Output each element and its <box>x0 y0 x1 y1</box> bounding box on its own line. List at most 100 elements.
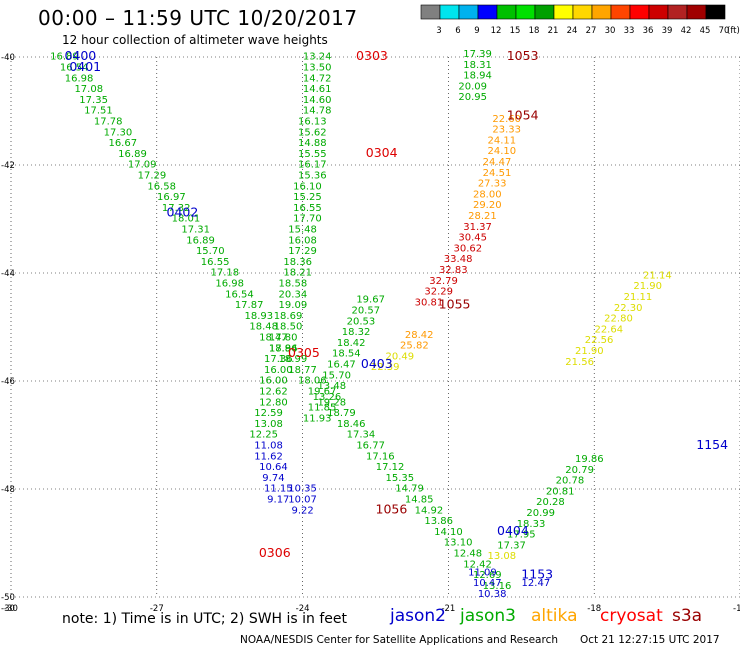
colorbar-swatch <box>572 4 593 20</box>
swh-value: 13.86 <box>424 516 453 527</box>
legend-jason3: jason3 <box>460 606 516 626</box>
colorbar-tick: 42 <box>681 26 692 36</box>
swh-value: 15.62 <box>298 127 327 138</box>
swh-value: 17.86 <box>269 343 298 354</box>
colorbar-tick: 33 <box>624 26 635 36</box>
swh-value: 17.12 <box>376 462 405 473</box>
swh-value: 11.15 <box>264 484 293 495</box>
swh-value: 24.51 <box>483 168 512 179</box>
swh-value: 33.48 <box>444 254 473 265</box>
swh-value: 20.49 <box>385 351 414 362</box>
colorbar-swatch <box>648 4 669 20</box>
colorbar-tick: 18 <box>529 26 540 36</box>
swh-value: 27.33 <box>478 179 507 190</box>
colorbar-tick: 30 <box>605 26 616 36</box>
chart-subtitle: 12 hour collection of altimeter wave hei… <box>62 33 328 47</box>
colorbar-swatch <box>496 4 517 20</box>
swh-value: 14.85 <box>405 495 434 506</box>
swh-value: 17.29 <box>288 246 317 257</box>
colorbar-tick: 9 <box>474 26 479 36</box>
jason3-pass-0303: 13.2413.5014.7214.6114.6014.7816.1315.62… <box>249 52 331 441</box>
swh-value: 18.77 <box>288 365 317 376</box>
swh-value: 21.90 <box>633 281 662 292</box>
swh-value: 15.70 <box>322 370 351 381</box>
swh-value: 13.16 <box>483 581 512 592</box>
swh-value: 16.89 <box>186 235 215 246</box>
colorbar-tick: 3 <box>436 26 441 36</box>
swh-value: 10.38 <box>478 589 507 600</box>
legend-jason2: jason2 <box>390 606 446 626</box>
swh-value: 22.64 <box>594 324 623 335</box>
x-tick-label: -30 <box>4 604 18 614</box>
jason2-pass-0306: 11.0811.6210.649.7411.159.1710.3510.079.… <box>254 441 550 601</box>
swh-value: 25.82 <box>400 341 429 352</box>
y-tick-label: -46 <box>1 377 15 387</box>
swh-value: 28.00 <box>473 189 502 200</box>
colorbar-swatch <box>629 4 650 20</box>
swh-value: 16.89 <box>50 52 79 63</box>
swh-value: 12.69 <box>473 570 502 581</box>
pass-label: 0404 <box>497 523 529 538</box>
swh-value: 18.36 <box>283 257 312 268</box>
colorbar-swatch <box>667 4 688 20</box>
swh-value: 18.31 <box>463 60 492 71</box>
pass-label: 1154 <box>696 437 728 452</box>
swh-value: 16.00 <box>259 376 288 387</box>
swh-value: 12.42 <box>463 559 492 570</box>
swh-value: 11.09 <box>468 567 497 578</box>
swh-value: 12.80 <box>259 397 288 408</box>
swh-value: 14.79 <box>395 484 424 495</box>
colorbar-tick: 6 <box>455 26 460 36</box>
jason2-pass-0400: 16.8916.5416.9817.0817.3517.5117.7817.30… <box>50 52 511 592</box>
swh-value: 13.50 <box>303 63 332 74</box>
swh-value: 20.99 <box>526 508 555 519</box>
swh-value: 11.08 <box>254 441 283 452</box>
swh-value: 17.34 <box>347 430 376 441</box>
swh-value: 17.09 <box>128 160 157 171</box>
swh-value: 17.78 <box>94 117 123 128</box>
swh-value: 16.55 <box>293 203 322 214</box>
swh-value: 22.39 <box>371 362 400 373</box>
swh-value: 30.62 <box>454 243 483 254</box>
swh-value: 22.30 <box>614 303 643 314</box>
colorbar-swatch <box>439 4 460 20</box>
jason3-pass-1153: 17.3717.9518.3320.9920.2820.8120.7820.79… <box>497 454 603 551</box>
colorbar-tick: 15 <box>510 26 521 36</box>
y-tick-label: -40 <box>1 53 15 63</box>
swh-value: 11.93 <box>303 414 332 425</box>
swh-value: 18.46 <box>337 419 366 430</box>
swh-value: 17.29 <box>138 171 167 182</box>
swh-value: 29.20 <box>473 200 502 211</box>
legend-s3a: s3a <box>672 606 703 626</box>
swh-value: 18.54 <box>332 349 361 360</box>
swh-value: 12.25 <box>249 430 278 441</box>
swh-value: 20.79 <box>565 465 594 476</box>
colorbar-swatch <box>591 4 612 20</box>
swh-value: 14.92 <box>415 505 444 516</box>
y-tick-label: -44 <box>1 269 15 279</box>
swh-value: 18.42 <box>337 338 366 349</box>
colorbar-swatch <box>477 4 498 20</box>
swh-value: 30.81 <box>415 297 444 308</box>
swh-value: 16.54 <box>225 289 254 300</box>
swh-value: 16.89 <box>118 149 147 160</box>
map-axes: -30-27-24-21-18-15-40-42-44-46-48-50-30 <box>1 53 740 614</box>
swh-value: 17.95 <box>507 530 536 541</box>
swh-value: 16.77 <box>356 441 385 452</box>
swh-value: 16.98 <box>215 279 244 290</box>
altika-pass-1154: 21.1421.9021.1122.3022.8022.6422.5621.90… <box>371 270 672 562</box>
swh-value: 20.57 <box>351 306 380 317</box>
swh-value: 12.62 <box>259 387 288 398</box>
credit-line: NOAA/NESDIS Center for Satellite Applica… <box>240 634 558 646</box>
colorbar-unit: (ft) <box>727 26 740 36</box>
swh-value: 16.08 <box>288 235 317 246</box>
swh-value: 18.50 <box>274 322 303 333</box>
swh-value: 18.69 <box>274 311 303 322</box>
y-tick-label: -50 <box>1 593 15 603</box>
swh-value: 24.47 <box>483 157 512 168</box>
swh-value: 17.16 <box>366 451 395 462</box>
swh-value: 23.33 <box>492 125 521 136</box>
